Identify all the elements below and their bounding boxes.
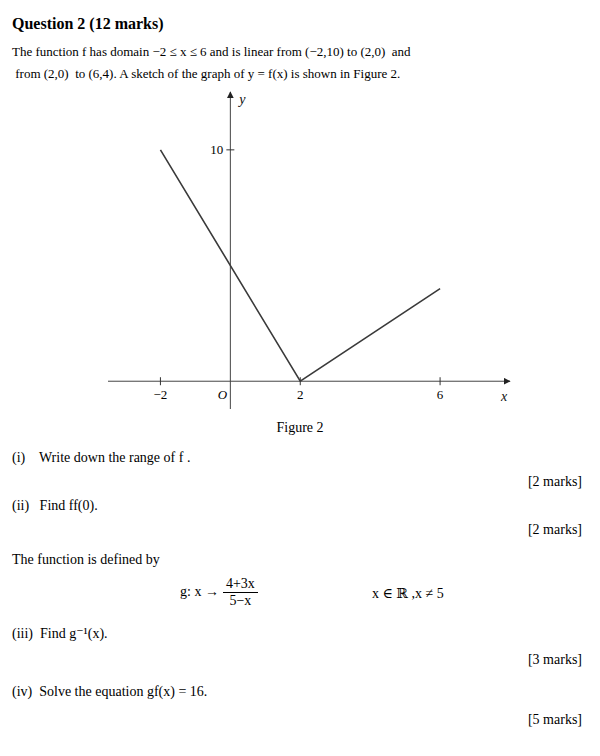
figure-caption: Figure 2 [0,420,600,437]
x-tick-label: O [218,387,228,402]
x-tick-label: 6 [437,387,444,402]
marks: [2 marks] [528,522,582,539]
question: (ii) Find ff(0). [12,498,98,515]
y-tick-label: 10 [210,142,223,157]
chart: −2 O 2 6 10 x y [0,0,600,756]
x-tick [160,377,161,385]
x-axis-label: x [500,389,508,404]
x-axis [108,381,510,382]
question: (i) Write down the range of f . [12,450,190,467]
page: {"chart_data": { "type": "line", "title"… [0,0,600,756]
x-tick-label: 2 [297,387,304,402]
g-lhs: g: x → [180,584,219,599]
intro-line: The function f has domain −2 ≤ x ≤ 6 and… [12,44,411,60]
question: (iv) Solve the equation gf(x) = 16. [12,684,207,701]
function-line [160,150,440,381]
fraction: 4+3x5−x [223,576,258,609]
text: The function is defined by [12,552,160,569]
y-axis-label: y [237,92,246,107]
question: (iii) Find g⁻¹(x). [12,626,108,643]
y-tick [226,149,234,150]
x-tick [440,377,441,385]
numerator: 4+3x [223,576,258,593]
intro-line: from (2,0) to (6,4). A sketch of the gra… [12,66,400,82]
y-axis [230,92,231,409]
plot-area [160,150,440,381]
denominator: 5−x [226,593,254,609]
g-domain: x ∈ ℝ ,x ≠ 5 [372,586,444,603]
marks: [3 marks] [528,652,582,669]
marks: [2 marks] [528,474,582,491]
g-definition: g: x → 4+3x5−x [180,576,258,609]
x-tick-label: −2 [154,387,168,402]
title: Question 2 (12 marks) [12,14,164,33]
marks: [5 marks] [528,712,582,729]
